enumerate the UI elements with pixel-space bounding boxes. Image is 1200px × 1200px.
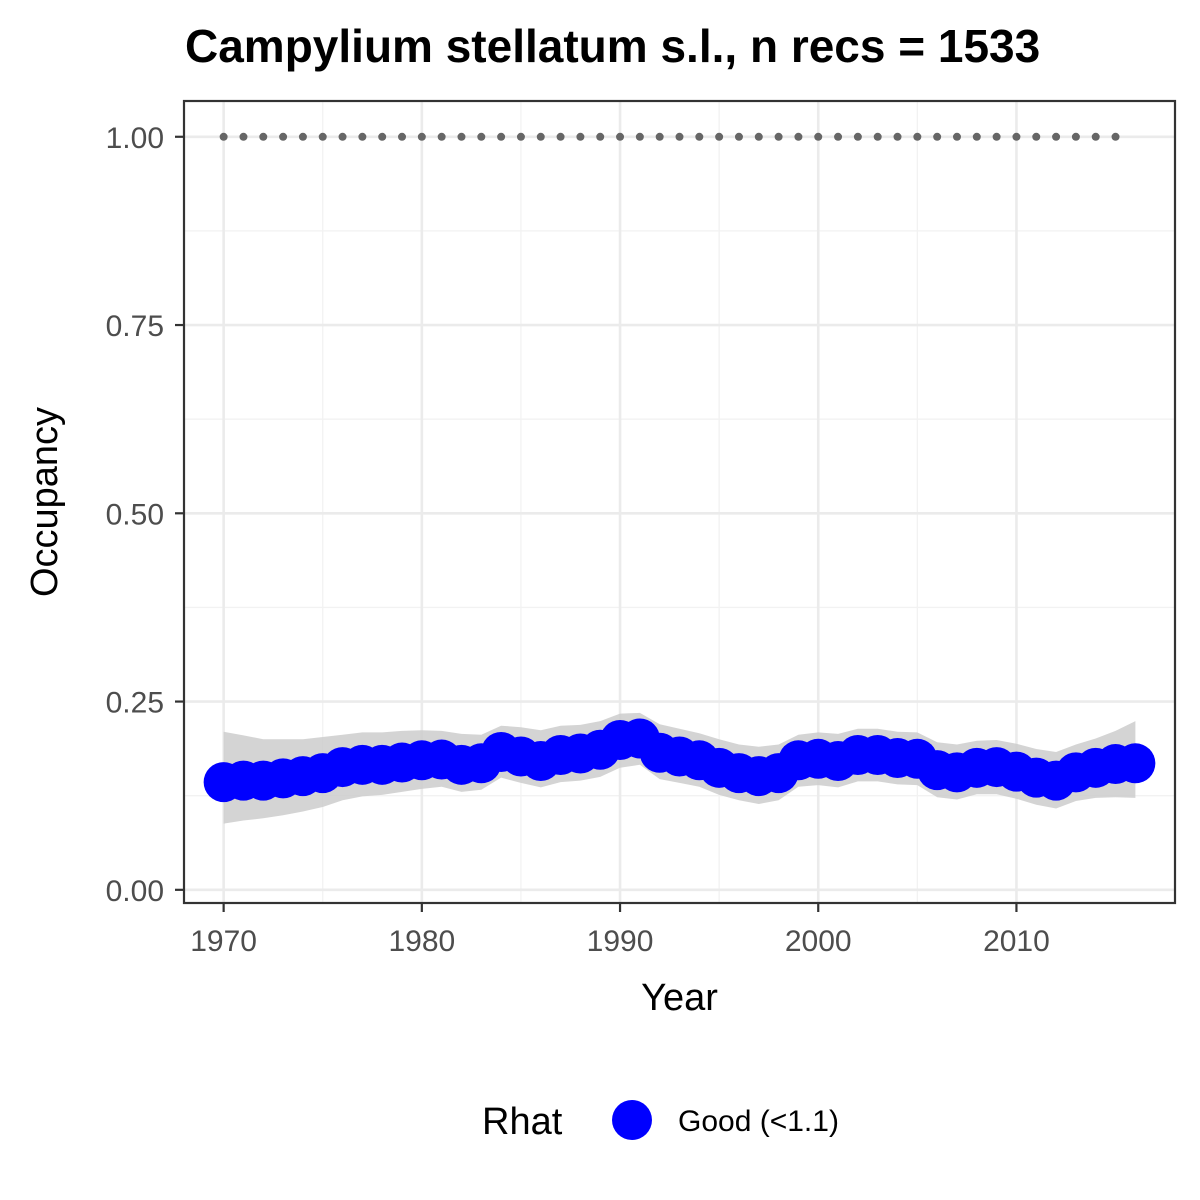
reference-dot [913,132,922,141]
reference-dot [318,132,327,141]
reference-dot [1111,132,1120,141]
reference-dot [972,132,981,141]
reference-dot [893,132,902,141]
reference-dot [338,132,347,141]
reference-dot [219,132,228,141]
x-axis: 1970 1980 1990 2000 2010 [190,903,1050,958]
reference-dot [655,132,664,141]
reference-dot [437,132,446,141]
chart-title: Campylium stellatum s.l., n recs = 1533 [185,20,1040,72]
legend-title: Rhat [482,1101,563,1143]
reference-dot [497,132,506,141]
reference-dot [279,132,288,141]
reference-dot [754,132,763,141]
reference-dot [715,132,724,141]
reference-dot [675,132,684,141]
x-tick-label: 2000 [785,925,852,958]
plot-border [182,99,1177,905]
reference-dot [556,132,565,141]
y-axis: 0.00 0.25 0.50 0.75 1.00 [106,122,184,908]
minor-gridlines [184,101,1175,903]
reference-dot [457,132,466,141]
reference-dot [873,132,882,141]
reference-dot [992,132,1001,141]
reference-dot [635,132,644,141]
reference-dot [358,132,367,141]
reference-dot [576,132,585,141]
reference-dot [596,132,605,141]
y-tick-label: 0.50 [106,498,164,531]
data-point [1115,743,1156,784]
x-axis-title: Year [641,977,718,1019]
reference-dot [1052,132,1061,141]
legend: Rhat Good (<1.1) [482,1100,839,1143]
reference-dot [536,132,545,141]
reference-dot [933,132,942,141]
y-tick-label: 0.00 [106,875,164,908]
y-tick-label: 0.25 [106,687,164,720]
x-tick-label: 1980 [388,925,455,958]
reference-dot [298,132,307,141]
reference-dot [814,132,823,141]
y-axis-title: Occupancy [24,407,66,597]
occupancy-series [203,718,1156,803]
x-tick-label: 1970 [190,925,257,958]
reference-dot [1032,132,1041,141]
legend-key-good-marker [612,1100,652,1140]
reference-dot [853,132,862,141]
reference-dot [259,132,268,141]
reference-dot [239,132,248,141]
reference-dot [616,132,625,141]
legend-label-good: Good (<1.1) [678,1105,839,1138]
reference-dot [794,132,803,141]
reference-dot [834,132,843,141]
reference-dot [378,132,387,141]
reference-dot [1012,132,1021,141]
reference-dot [1091,132,1100,141]
reference-dot [695,132,704,141]
reference-dot [952,132,961,141]
reference-dot [398,132,407,141]
reference-dot [734,132,743,141]
reference-line-dots [219,132,1120,141]
reference-dot [417,132,426,141]
x-tick-label: 1990 [587,925,654,958]
x-tick-label: 2010 [983,925,1050,958]
y-tick-label: 0.75 [106,310,164,343]
reference-dot [1071,132,1080,141]
reference-dot [516,132,525,141]
reference-dot [774,132,783,141]
y-tick-label: 1.00 [106,122,164,155]
reference-dot [477,132,486,141]
